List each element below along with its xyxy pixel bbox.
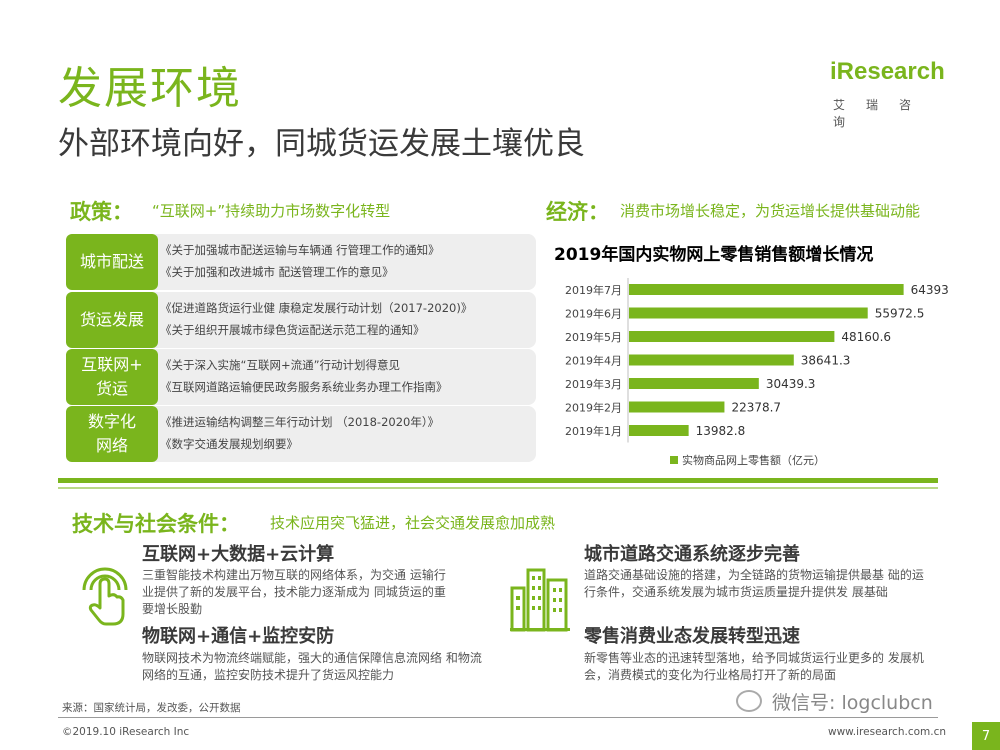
value-label: 38641.3: [801, 354, 851, 368]
iresearch-logo: iResearch 艾瑞咨询: [830, 58, 960, 129]
bar: [629, 331, 835, 342]
source-note: 来源：国家统计局，发改委，公开数据: [62, 702, 241, 714]
copyright: ©2019.10 iResearch Inc: [62, 726, 190, 738]
website-url: www.iresearch.com.cn: [828, 726, 947, 738]
category-label: 2019年6月: [565, 307, 622, 321]
section-divider-thin: [58, 487, 938, 489]
tech-item-desc: 物联网技术为物流终端赋能，强大的通信保障信息流网络 和物流网络的互通，监控安防技…: [142, 651, 482, 682]
policy-row-urban-delivery: 城市配送 《关于加强城市配送运输与车辆通 行管理工作的通知》 《关于加强和改进城…: [66, 234, 536, 290]
category-label: 2019年5月: [565, 330, 622, 344]
logo-wordmark: iResearch: [830, 58, 945, 85]
tech-item-title: 互联网+大数据+云计算: [142, 544, 335, 565]
tech-item-title: 物联网+通信+监控安防: [142, 626, 335, 647]
chart-svg: 2019年国内实物网上零售销售额增长情况 2019年7月 64393 2019年6月…: [554, 244, 949, 467]
wechat-id: 微信号: logclubcn: [772, 692, 933, 714]
value-label: 48160.6: [841, 330, 891, 344]
bar: [629, 425, 689, 436]
policy-tag: 互联网+ 货运: [66, 349, 158, 405]
policy-row-freight-development: 货运发展 《促进道路货运行业健 康稳定发展行动计划（2017-2020)》 《关…: [66, 292, 536, 348]
economy-desc: 消费市场增长稳定，为货运增长提供基础动能: [620, 202, 921, 220]
category-label: 2019年4月: [565, 354, 622, 368]
touch-gesture-icon: [76, 562, 134, 628]
policy-panel: [154, 234, 536, 290]
value-label: 22378.7: [731, 401, 781, 415]
tech-heading: 技术与社会条件：: [72, 512, 240, 536]
bar: [629, 307, 868, 319]
logo-cn: 艾瑞咨询: [833, 98, 933, 129]
bar: [629, 401, 725, 413]
section-divider: [58, 478, 938, 483]
policy-tag: 数字化 网络: [66, 406, 158, 462]
footer-divider: [58, 717, 938, 718]
retail-sales-chart: 2019年国内实物网上零售销售额增长情况 2019年7月 64393 2019年6月…: [548, 240, 968, 480]
economy-heading: 经济：: [546, 200, 609, 224]
page-subtitle: 外部环境向好，同城货运发展土壤优良: [58, 126, 585, 162]
policy-doc: 《关于加强城市配送运输与车辆通 行管理工作的通知》: [160, 243, 440, 257]
tech-item-title: 城市道路交通系统逐步完善: [584, 544, 800, 565]
category-label: 2019年3月: [565, 377, 622, 391]
value-label: 13982.8: [696, 424, 746, 438]
city-buildings-icon: [510, 566, 570, 632]
category-label: 2019年1月: [565, 424, 622, 438]
category-label: 2019年2月: [565, 401, 622, 415]
tech-item-desc: 新零售等业态的迅速转型落地，给予同城货运行业更多的 发展机会，消费模式的变化为行…: [584, 651, 924, 682]
policy-doc: 《关于加强和改进城市 配送管理工作的意见》: [160, 265, 394, 279]
policy-panel: [154, 406, 536, 462]
policy-desc: “互联网+”持续助力市场数字化转型: [152, 202, 391, 220]
chart-title: 2019年国内实物网上零售销售额增长情况: [554, 244, 873, 265]
bar: [629, 354, 794, 366]
wechat-watermark: 微信号: logclubcn: [736, 688, 933, 715]
policy-tag: 货运发展: [66, 292, 158, 348]
value-label: 64393: [911, 283, 949, 297]
legend-label: 实物商品网上零售额（亿元）: [682, 453, 825, 467]
policy-doc: 《推进运输结构调整三年行动计划 （2018-2020年）》: [160, 415, 440, 429]
tech-item-desc: 三重智能技术构建出万物互联的网络体系，为交通 运输行业提供了新的发展平台，技术能…: [142, 568, 446, 616]
policy-row-digital-network: 数字化 网络 《推进运输结构调整三年行动计划 （2018-2020年）》 《数字…: [66, 406, 536, 462]
policy-heading: 政策：: [70, 200, 133, 224]
wechat-icon: [736, 690, 762, 712]
page-number: 7: [972, 722, 1000, 750]
tech-desc: 技术应用突飞猛进，社会交通发展愈加成熟: [270, 514, 556, 532]
tech-item-title: 零售消费业态发展转型迅速: [584, 626, 800, 647]
policy-doc: 《关于组织开展城市绿色货运配送示范工程的通知》: [160, 323, 425, 337]
policy-panel: [154, 349, 536, 405]
bar: [629, 378, 759, 389]
policy-doc: 《数字交通发展规划纲要》: [160, 437, 298, 451]
category-label: 2019年7月: [565, 283, 622, 297]
value-label: 30439.3: [766, 377, 816, 391]
policy-doc: 《促进道路货运行业健 康稳定发展行动计划（2017-2020)》: [160, 301, 473, 315]
policy-panel: [154, 292, 536, 348]
legend-swatch: [670, 456, 678, 464]
policy-tag: 城市配送: [66, 234, 158, 290]
tech-item-desc: 道路交通基础设施的搭建，为全链路的货物运输提供最基 础的运行条件，交通系统发展为…: [584, 568, 924, 599]
page-title: 发展环境: [58, 63, 242, 114]
policy-doc: 《互联网道路运输便民政务服务系统业务办理工作指南》: [160, 380, 448, 394]
policy-row-internet-freight: 互联网+ 货运 《关于深入实施“互联网+流通”行动计划得意见 《互联网道路运输便…: [66, 349, 536, 405]
policy-doc: 《关于深入实施“互联网+流通”行动计划得意见: [160, 358, 401, 372]
bar: [629, 284, 904, 295]
value-label: 55972.5: [875, 307, 925, 321]
